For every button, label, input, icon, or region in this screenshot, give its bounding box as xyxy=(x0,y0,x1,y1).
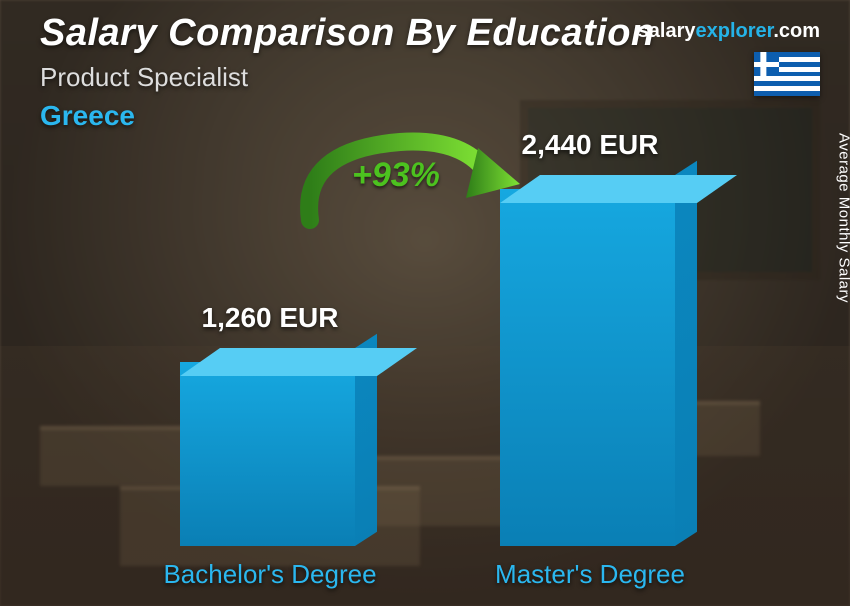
flag-cross-h xyxy=(754,62,779,67)
bar-front-face xyxy=(500,189,675,546)
brand-part3: .com xyxy=(773,20,820,42)
bar: 2,440 EURMaster's Degree xyxy=(500,189,675,546)
bar-3d xyxy=(180,362,355,546)
bar-chart: 1,260 EURBachelor's Degree 2,440 EURMaste… xyxy=(80,146,770,546)
flag-stripe xyxy=(754,91,820,96)
brand-part1: salary xyxy=(638,20,696,42)
job-title: Product Specialist xyxy=(40,62,248,93)
infographic-container: Salary Comparison By Education Product S… xyxy=(0,0,850,606)
y-axis-label: Average Monthly Salary xyxy=(836,133,850,303)
bar-value-label: 1,260 EUR xyxy=(160,302,380,334)
bar-top-face xyxy=(180,348,417,376)
bar-side-face xyxy=(675,161,697,546)
country-name: Greece xyxy=(40,100,135,132)
brand-logo: salaryexplorer.com xyxy=(638,20,820,43)
bar: 1,260 EURBachelor's Degree xyxy=(180,362,355,546)
brand-part2: explorer xyxy=(695,20,773,42)
bar-value-label: 2,440 EUR xyxy=(480,129,700,161)
bar-top-face xyxy=(500,175,737,203)
bar-3d xyxy=(500,189,675,546)
main-title: Salary Comparison By Education xyxy=(40,12,655,55)
bar-front-face xyxy=(180,362,355,546)
bar-category-label: Bachelor's Degree xyxy=(140,559,400,590)
bar-category-label: Master's Degree xyxy=(460,559,720,590)
country-flag-icon xyxy=(754,52,820,96)
